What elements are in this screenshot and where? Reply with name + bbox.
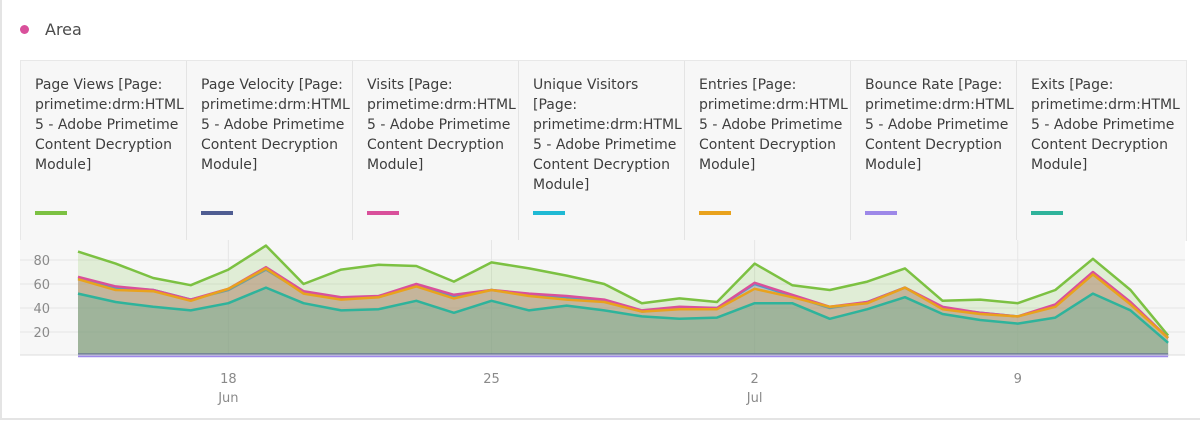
y-tick-label: 20 — [33, 326, 50, 341]
legend-swatch — [201, 211, 233, 215]
area-fill-2 — [78, 267, 1169, 356]
x-tick-label: 9 — [1014, 372, 1022, 387]
legend-item[interactable]: Page Views [Page: primetime:drm:HTML5 - … — [21, 61, 187, 241]
legend-swatch — [1031, 211, 1063, 215]
legend-swatch — [699, 211, 731, 215]
x-tick-label: 25 — [483, 372, 500, 387]
legend-label: Exits [Page: primetime:drm:HTML5 - Adobe… — [1031, 77, 1180, 173]
legend-label: Page Views [Page: primetime:drm:HTML5 - … — [35, 77, 184, 173]
legend-item[interactable]: Unique Visitors [Page: primetime:drm:HTM… — [519, 61, 685, 241]
legend-label: Bounce Rate [Page: primetime:drm:HTML5 -… — [865, 77, 1014, 173]
x-tick-month-label: Jul — [746, 391, 763, 406]
legend-label: Visits [Page: primetime:drm:HTML5 - Adob… — [367, 77, 516, 173]
area-fill-6 — [78, 287, 1169, 356]
legend-label: Unique Visitors [Page: primetime:drm:HTM… — [533, 77, 682, 193]
legend-swatch — [533, 211, 565, 215]
legend-swatch — [35, 211, 67, 215]
legend-item[interactable]: Entries [Page: primetime:drm:HTML5 - Ado… — [685, 61, 851, 241]
area-fill-0 — [78, 245, 1169, 356]
x-tick-label: 2 — [750, 372, 758, 387]
visualization-status-dot-icon — [20, 25, 29, 34]
x-tick-label: 18 — [220, 372, 237, 387]
chart-legend: Page Views [Page: primetime:drm:HTML5 - … — [20, 60, 1187, 241]
y-tick-label: 80 — [33, 254, 50, 269]
series-line-6 — [77, 286, 1169, 344]
y-tick-label: 60 — [33, 278, 50, 293]
legend-label: Entries [Page: primetime:drm:HTML5 - Ado… — [699, 77, 848, 173]
y-tick-label: 40 — [33, 302, 50, 317]
visualization-title[interactable]: Area — [45, 20, 82, 39]
legend-swatch — [367, 211, 399, 215]
legend-label: Page Velocity [Page: primetime:drm:HTML5… — [201, 77, 350, 173]
plot-background — [20, 240, 1185, 355]
legend-item[interactable]: Bounce Rate [Page: primetime:drm:HTML5 -… — [851, 61, 1017, 241]
legend-swatch — [865, 211, 897, 215]
legend-item[interactable]: Visits [Page: primetime:drm:HTML5 - Adob… — [353, 61, 519, 241]
legend-item[interactable]: Exits [Page: primetime:drm:HTML5 - Adobe… — [1017, 61, 1183, 241]
x-tick-month-label: Jun — [217, 391, 238, 406]
legend-item[interactable]: Page Velocity [Page: primetime:drm:HTML5… — [187, 61, 353, 241]
series-line-4 — [77, 267, 1169, 339]
chart-header: Area — [20, 20, 82, 39]
series-line-0 — [77, 244, 1170, 337]
